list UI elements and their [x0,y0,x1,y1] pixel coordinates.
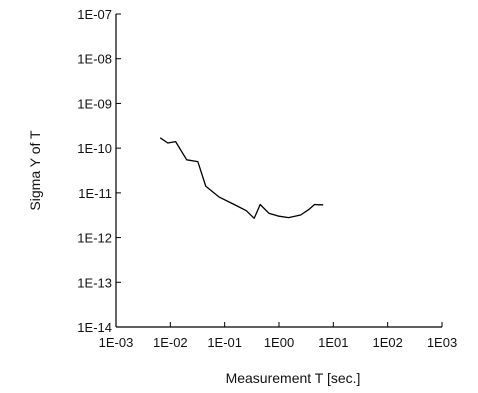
y-tick-label: 1E-08 [77,52,112,67]
y-tick-label: 1E-09 [77,96,112,111]
x-tick-label: 1E02 [372,335,402,350]
data-series-line [159,137,324,219]
x-tick-label: 1E-01 [207,335,242,350]
x-tick-label: 1E01 [318,335,348,350]
y-tick-label: 1E-14 [77,320,112,335]
y-tick-label: 1E-12 [77,231,112,246]
series-group [159,137,324,219]
x-tick-label: 1E-03 [99,335,134,350]
x-axis-label: Measurement T [sec.] [226,370,361,386]
ticks-group: 1E-03 1E-02 1E-01 1E00 1E01 1E02 1E03 1E-07 1E-0… [77,7,457,350]
y-tick-label: 1E-07 [77,7,112,22]
x-tick-label: 1E-02 [153,335,188,350]
x-tick-label: 1E03 [427,335,457,350]
y-axis-label: Sigma Y of T [27,130,43,211]
x-tick-label: 1E00 [264,335,294,350]
y-tick-label: 1E-10 [77,141,112,156]
axes-group [115,14,442,328]
y-tick-label: 1E-11 [78,186,112,201]
y-tick-label: 1E-13 [77,275,112,290]
